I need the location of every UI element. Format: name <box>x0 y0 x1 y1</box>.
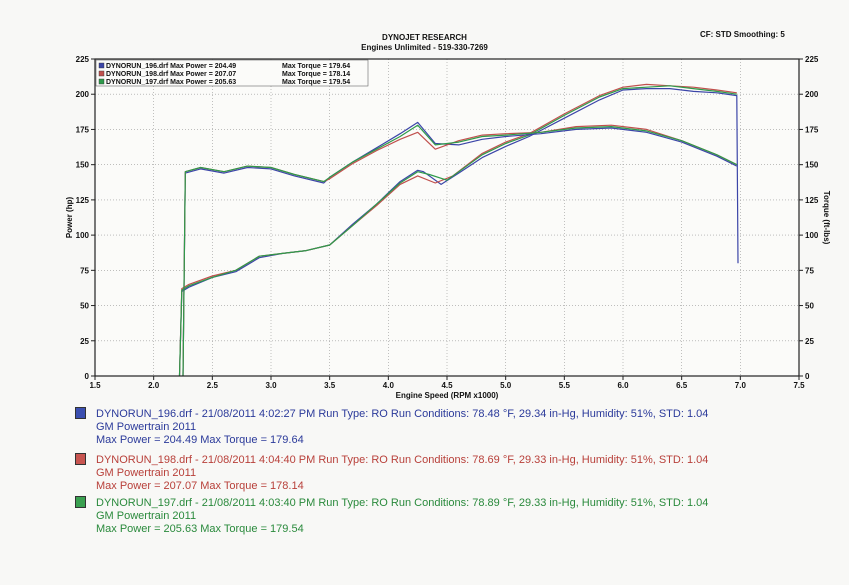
run-info-196: DYNORUN_196.drf - 21/08/2011 4:02:27 PM … <box>75 407 708 447</box>
y-tick-label: 50 <box>80 302 89 311</box>
y-tick-label: 150 <box>76 161 90 170</box>
plot-frame <box>94 58 800 377</box>
plot-area <box>95 59 799 376</box>
legend-swatch <box>98 78 105 85</box>
y2-tick-label: 25 <box>805 337 814 346</box>
x-tick-label: 4.5 <box>441 381 453 390</box>
x-tick-label: 5.5 <box>559 381 571 390</box>
run-info-198: DYNORUN_198.drf - 21/08/2011 4:04:40 PM … <box>75 453 708 493</box>
run-header: DYNORUN_197.drf - 21/08/2011 4:03:40 PM … <box>96 497 709 509</box>
x-tick-label: 3.5 <box>324 381 336 390</box>
x-tick-label: 1.5 <box>89 381 101 390</box>
legend-swatch <box>98 62 105 69</box>
series-line-power-dynorun_197-drf <box>178 85 737 377</box>
legend-entry: DYNORUN_197.drf Max Power = 205.63 <box>106 79 236 86</box>
legend-torque: Max Torque = 179.64 <box>282 63 350 70</box>
color-swatch <box>75 496 86 508</box>
y2-tick-label: 125 <box>805 196 819 205</box>
run-max-values: Max Power = 204.49 Max Torque = 179.64 <box>96 434 304 446</box>
color-swatch <box>75 407 86 419</box>
legend-swatch <box>98 70 105 77</box>
y2-tick-label: 100 <box>805 231 819 240</box>
legend-frame <box>95 59 369 87</box>
run-info-197: DYNORUN_197.drf - 21/08/2011 4:03:40 PM … <box>75 496 708 536</box>
legend-box: DYNORUN_196.drf Max Power = 204.49 Max To… <box>95 59 369 87</box>
y2-tick-label: 75 <box>805 266 814 275</box>
x-tick-label: 7.5 <box>793 381 805 390</box>
y2-tick-label: 0 <box>805 372 810 381</box>
run-header: DYNORUN_196.drf - 21/08/2011 4:02:27 PM … <box>96 408 709 420</box>
x-tick-label: 2.0 <box>148 381 160 390</box>
run-engine: GM Powertrain 2011 <box>96 510 197 522</box>
y2-tick-label: 175 <box>805 125 819 134</box>
run-max-values: Max Power = 207.07 Max Torque = 178.14 <box>96 480 304 492</box>
axes: 1.5 2.0 2.5 3.0 3.5 4.0 4.5 5.0 5.5 6.0 6.5 7.0 7.50… <box>65 55 831 400</box>
y2-tick-label: 200 <box>805 90 819 99</box>
x-tick-label: 4.0 <box>383 381 395 390</box>
y-tick-label: 125 <box>76 196 90 205</box>
y-tick-label: 100 <box>76 231 90 240</box>
legend-torque: Max Torque = 179.54 <box>282 79 350 86</box>
x-axis-label: Engine Speed (RPM x1000) <box>396 391 499 400</box>
y2-tick-label: 150 <box>805 161 819 170</box>
run-header: DYNORUN_198.drf - 21/08/2011 4:04:40 PM … <box>96 454 709 466</box>
x-tick-label: 2.5 <box>207 381 219 390</box>
y-tick-label: 225 <box>76 55 90 64</box>
y-tick-label: 0 <box>85 372 90 381</box>
legend-entry: DYNORUN_196.drf Max Power = 204.49 <box>106 63 236 70</box>
y-tick-label: 200 <box>76 90 90 99</box>
run-engine: GM Powertrain 2011 <box>96 421 197 433</box>
y2-tick-label: 50 <box>805 302 814 311</box>
cf-smoothing-label: CF: STD Smoothing: 5 <box>700 30 785 39</box>
legend-torque: Max Torque = 178.14 <box>282 71 350 78</box>
series-line-power-dynorun_196-drf <box>178 87 739 377</box>
chart-subtitle: Engines Unlimited - 519-330-7269 <box>361 43 488 52</box>
legend-entry: DYNORUN_198.drf Max Power = 207.07 <box>106 71 236 78</box>
color-swatch <box>75 453 86 465</box>
y2-axis-label: Torque (ft-lbs) <box>822 191 831 245</box>
y2-tick-label: 225 <box>805 55 819 64</box>
x-tick-label: 6.0 <box>617 381 629 390</box>
chart-title: DYNOJET RESEARCH <box>382 33 467 42</box>
y-tick-label: 25 <box>80 337 89 346</box>
run-engine: GM Powertrain 2011 <box>96 467 197 479</box>
y-tick-label: 75 <box>80 266 89 275</box>
x-tick-label: 3.0 <box>265 381 277 390</box>
x-tick-label: 5.0 <box>500 381 512 390</box>
series-layer <box>178 83 739 377</box>
x-tick-label: 6.5 <box>676 381 688 390</box>
series-line-torque-dynorun_196-drf <box>182 121 738 377</box>
y-tick-label: 175 <box>76 125 90 134</box>
x-tick-label: 7.0 <box>735 381 747 390</box>
run-max-values: Max Power = 205.63 Max Torque = 179.54 <box>96 523 304 535</box>
grid <box>95 59 799 376</box>
y-axis-label: Power (hp) <box>65 197 74 239</box>
series-line-torque-dynorun_197-drf <box>182 124 738 377</box>
